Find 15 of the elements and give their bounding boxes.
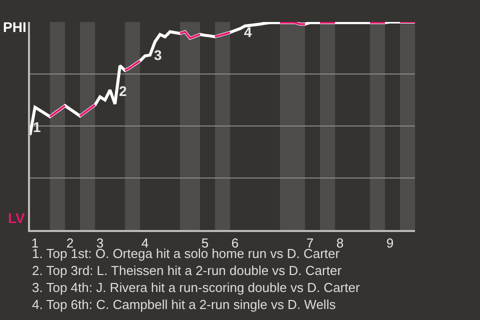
x-tick-label: 9 xyxy=(386,236,394,251)
x-tick-label: 5 xyxy=(201,236,209,251)
annotation: 2 xyxy=(119,83,127,99)
text: PHI xyxy=(3,19,26,35)
x-tick-label: 8 xyxy=(336,236,344,251)
text: 4. Top 6th: C. Campbell hit a 2-run single vs D. Wells xyxy=(32,297,336,312)
annotation: 4 xyxy=(244,24,252,40)
text: 2. Top 3rd: L. Theissen hit a 2-run double vs D. Carter xyxy=(32,263,342,278)
annotation: 1 xyxy=(33,119,41,135)
text: LV xyxy=(8,210,26,226)
x-tick-label: 4 xyxy=(141,236,149,251)
x-tick-label: 6 xyxy=(231,236,239,251)
text: 3. Top 4th: J. Rivera hit a run-scoring double vs D. Carter xyxy=(32,280,360,295)
x-tick-label: 2 xyxy=(66,236,74,251)
annotation: 3 xyxy=(154,47,162,63)
